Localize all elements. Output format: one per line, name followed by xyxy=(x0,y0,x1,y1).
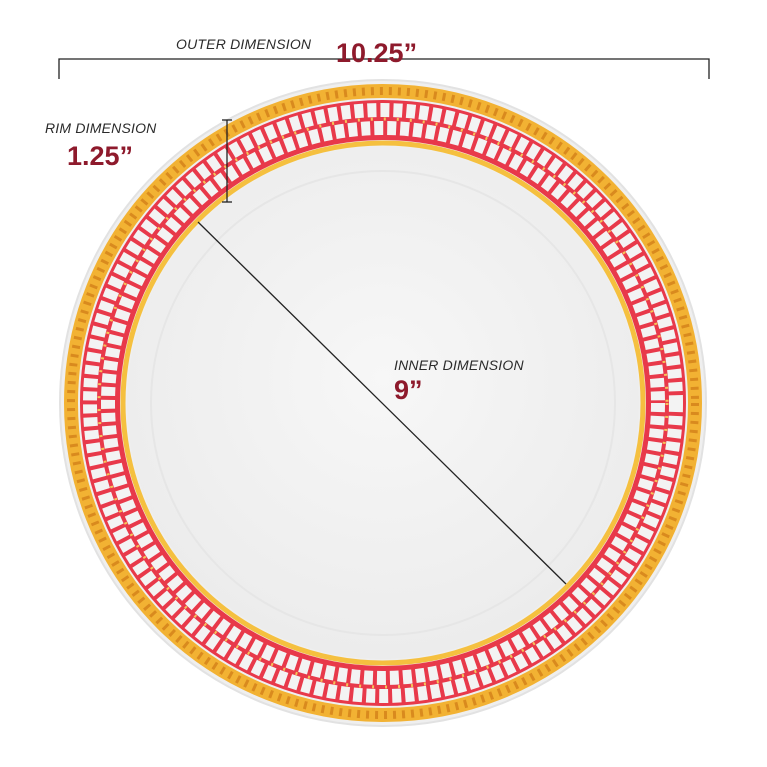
rim-dimension-line xyxy=(222,119,232,203)
inner-gold-line xyxy=(120,140,646,666)
outer-dimension-value: 10.25” xyxy=(336,38,418,68)
inner-dimension-label: INNER DIMENSION xyxy=(394,357,524,373)
inner-dimension-value: 9” xyxy=(394,375,423,405)
rim-dimension-label: RIM DIMENSION xyxy=(45,120,157,136)
plate xyxy=(59,79,707,727)
rim-dimension-value: 1.25” xyxy=(67,141,134,171)
outer-dimension-label: OUTER DIMENSION xyxy=(176,36,312,52)
plate-well xyxy=(127,147,639,659)
inner-dimension-line xyxy=(197,221,567,585)
outer-dimension-line xyxy=(58,58,710,79)
